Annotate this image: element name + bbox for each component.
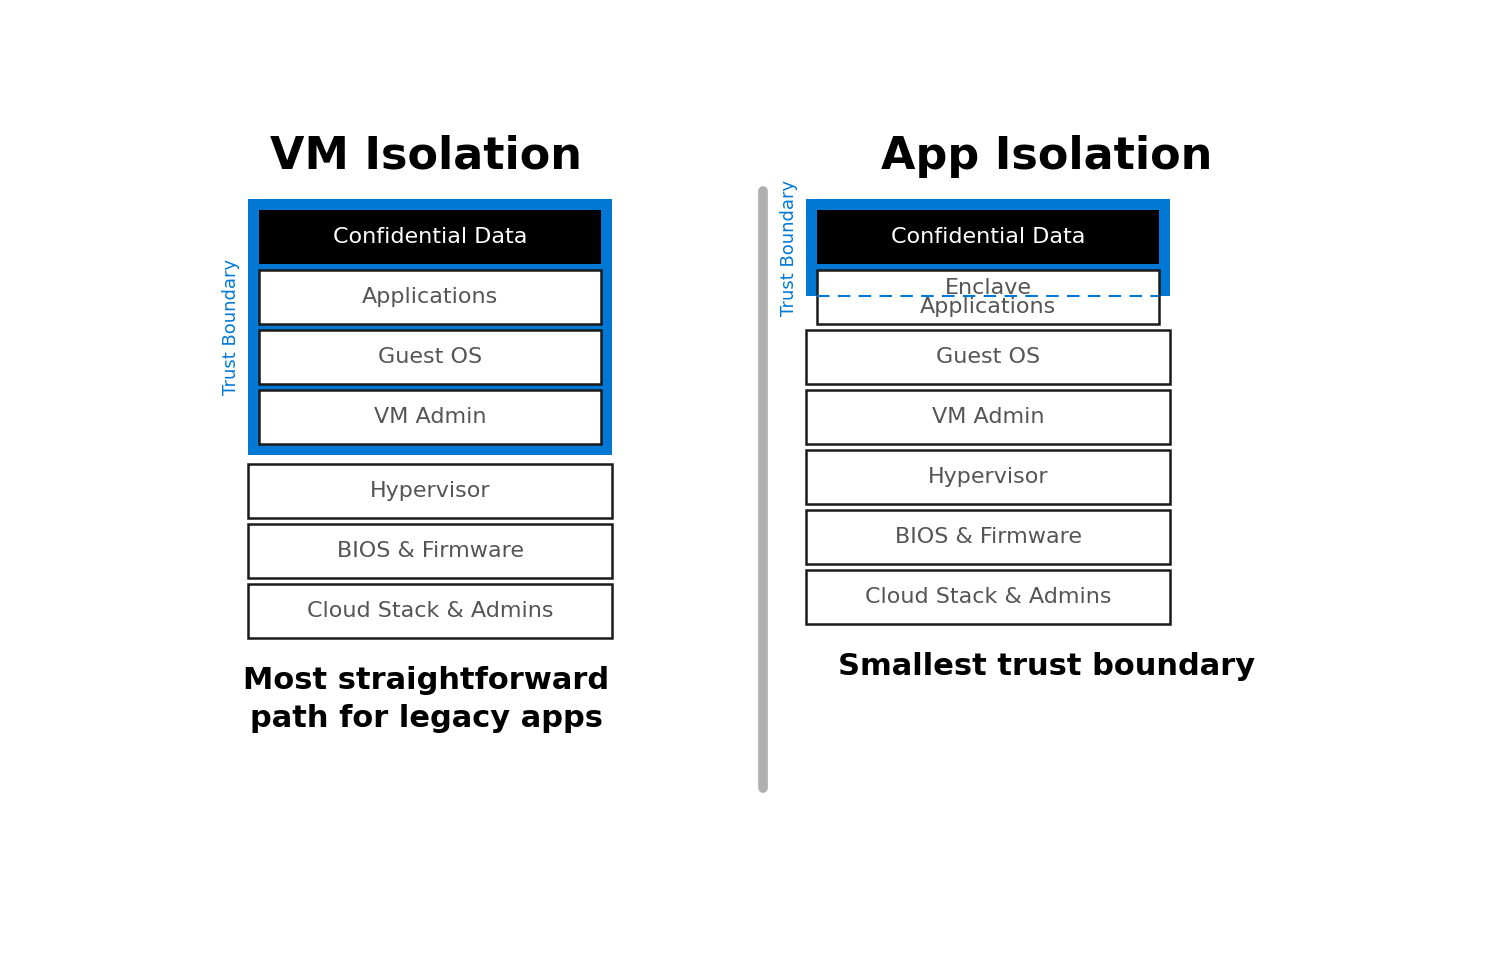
Text: Guest OS: Guest OS: [378, 347, 482, 368]
Bar: [806, 330, 1170, 384]
Text: Applications: Applications: [920, 297, 1056, 317]
Bar: [817, 270, 1159, 324]
Text: Hypervisor: Hypervisor: [929, 467, 1049, 487]
Text: Enclave: Enclave: [945, 278, 1031, 298]
Bar: [817, 210, 1159, 264]
Text: Trust Boundary: Trust Boundary: [780, 179, 798, 316]
Bar: [248, 584, 612, 638]
Text: VM Isolation: VM Isolation: [271, 134, 582, 177]
Text: Trust Boundary: Trust Boundary: [222, 259, 240, 395]
Bar: [259, 330, 601, 384]
Text: Confidential Data: Confidential Data: [333, 227, 527, 247]
Text: VM Admin: VM Admin: [373, 407, 487, 427]
Text: Hypervisor: Hypervisor: [371, 481, 491, 501]
Bar: [248, 199, 612, 455]
Text: Cloud Stack & Admins: Cloud Stack & Admins: [865, 587, 1112, 608]
Bar: [806, 199, 1170, 296]
Text: App Isolation: App Isolation: [881, 134, 1211, 177]
Bar: [259, 210, 601, 264]
Text: Cloud Stack & Admins: Cloud Stack & Admins: [307, 601, 554, 621]
Text: Smallest trust boundary: Smallest trust boundary: [838, 652, 1254, 681]
Bar: [806, 570, 1170, 624]
Bar: [248, 524, 612, 578]
Bar: [806, 511, 1170, 564]
Bar: [806, 450, 1170, 504]
Text: Most straightforward
path for legacy apps: Most straightforward path for legacy app…: [243, 665, 609, 733]
Text: Applications: Applications: [362, 287, 498, 307]
Text: Guest OS: Guest OS: [936, 347, 1040, 368]
Bar: [259, 390, 601, 444]
Bar: [248, 465, 612, 518]
Text: VM Admin: VM Admin: [931, 407, 1045, 427]
Text: BIOS & Firmware: BIOS & Firmware: [336, 541, 524, 562]
Text: Confidential Data: Confidential Data: [891, 227, 1085, 247]
Bar: [259, 270, 601, 324]
Bar: [806, 390, 1170, 444]
Text: BIOS & Firmware: BIOS & Firmware: [894, 527, 1082, 547]
